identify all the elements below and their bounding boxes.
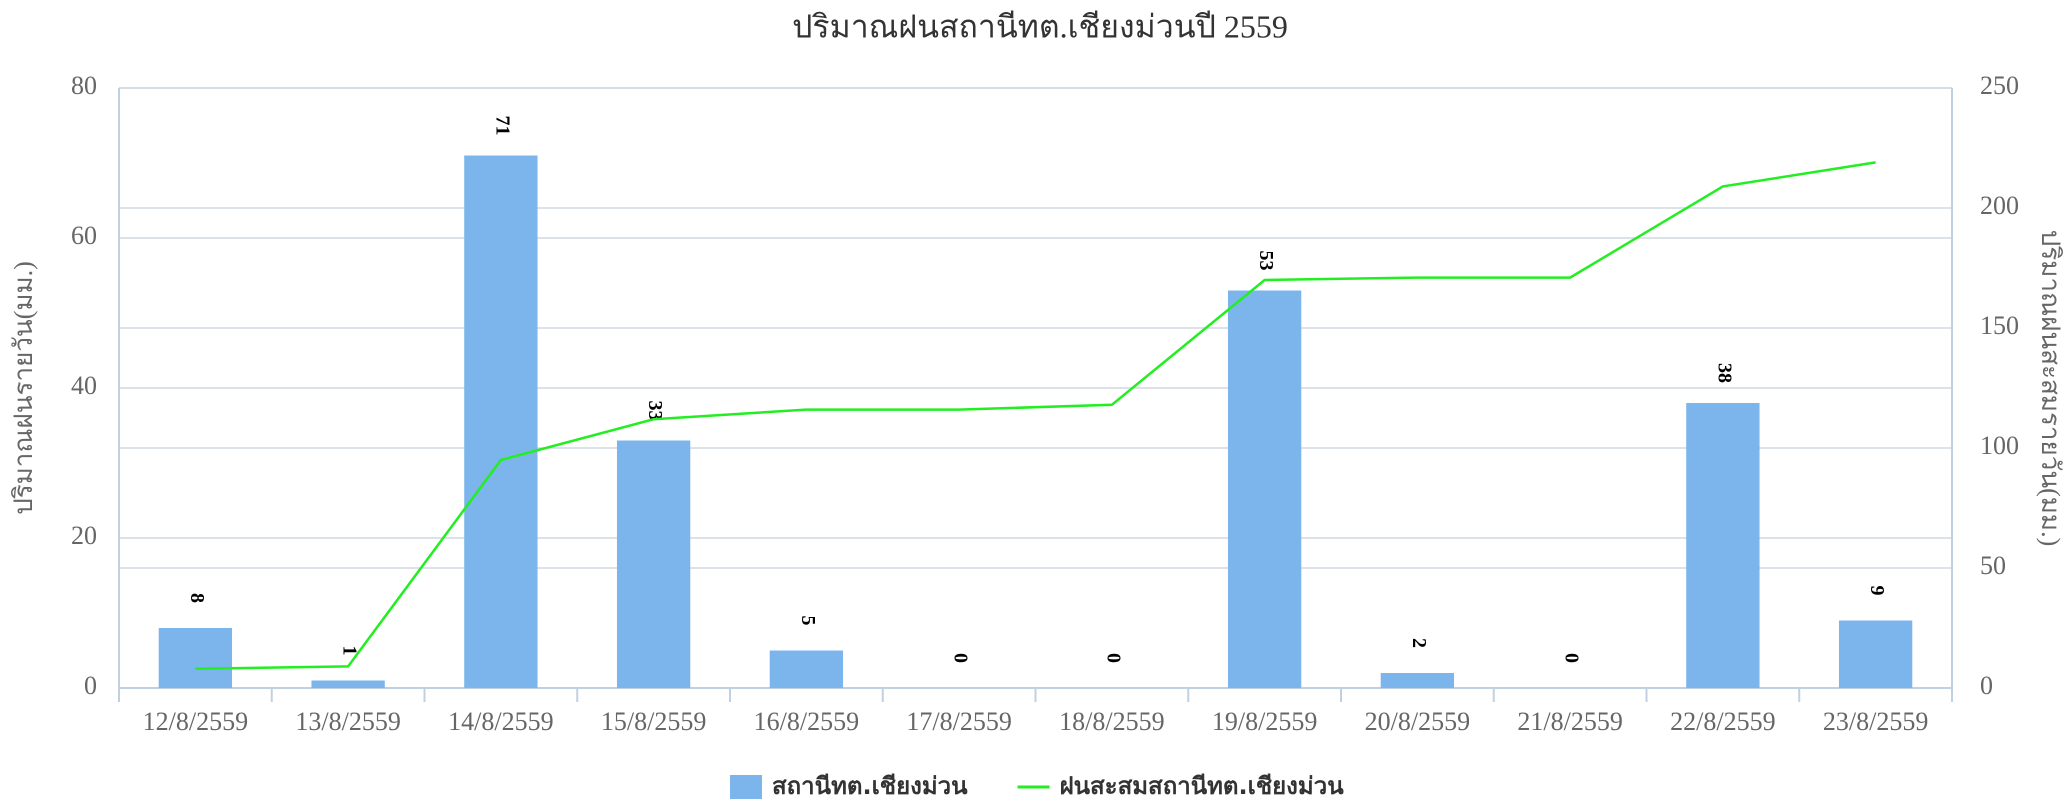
y-tick-label: 60 [71,221,97,250]
y-tick-label: 0 [84,671,97,700]
y2-tick-label: 200 [1980,191,2019,220]
bar [158,628,233,688]
y-tick-label: 20 [71,521,97,550]
bar [769,650,844,688]
x-tick-label: 23/8/2559 [1823,707,1928,736]
x-tick-label: 16/8/2559 [754,707,859,736]
bar [1380,673,1455,688]
y2-tick-label: 100 [1980,431,2019,460]
legend-label: สถานีทต.เชียงม่วน [772,772,968,800]
data-label: 9 [1866,586,1888,596]
legend-swatch [730,775,762,799]
y2-axis-title: ปริมาณฝนสะสมรายวัน(มม.) [2036,230,2065,546]
x-tick-label: 12/8/2559 [143,707,248,736]
x-tick-label: 22/8/2559 [1670,707,1775,736]
data-label: 1 [339,646,361,656]
y2-tick-label: 50 [1980,551,2006,580]
data-label: 0 [1102,653,1124,663]
data-label: 0 [950,653,972,663]
data-label: 38 [1713,363,1735,383]
data-label: 2 [1408,638,1430,648]
y-tick-label: 80 [71,71,97,100]
x-tick-label: 19/8/2559 [1212,707,1317,736]
bar [616,440,691,688]
bar [1227,290,1302,688]
y2-tick-label: 0 [1980,671,1993,700]
y-axis-title: ปริมาณฝนรายวัน(มม.) [9,261,38,515]
bar [1838,620,1913,688]
x-tick-label: 21/8/2559 [1517,707,1622,736]
chart-title: ปริมาณฝนสถานีทต.เชียงม่วนปี 2559 [792,8,1288,44]
data-label: 8 [186,593,208,603]
data-label: 71 [491,116,513,136]
x-tick-label: 14/8/2559 [448,707,553,736]
data-label: 0 [1561,653,1583,663]
line [195,161,1876,671]
x-tick-label: 18/8/2559 [1059,707,1164,736]
x-tick-label: 17/8/2559 [906,707,1011,736]
x-tick-label: 13/8/2559 [295,707,400,736]
x-tick-label: 15/8/2559 [601,707,706,736]
data-label: 53 [1255,251,1277,271]
data-label: 5 [797,616,819,626]
data-label: 33 [644,401,666,421]
x-tick-label: 20/8/2559 [1365,707,1470,736]
y2-tick-label: 150 [1980,311,2019,340]
bar [1686,403,1760,688]
y-tick-label: 40 [71,371,97,400]
legend-label: ฝนสะสมสถานีทต.เชียงม่วน [1060,772,1345,800]
bar [464,155,538,688]
y2-tick-label: 250 [1980,71,2019,100]
bar [311,680,385,688]
